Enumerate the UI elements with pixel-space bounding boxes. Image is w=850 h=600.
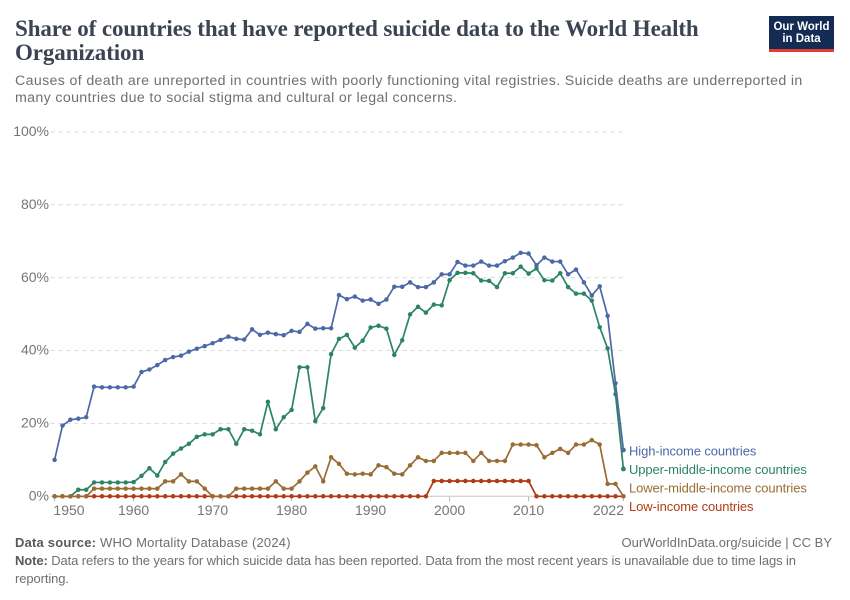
svg-text:2022: 2022 bbox=[593, 502, 624, 518]
svg-text:0%: 0% bbox=[29, 488, 49, 504]
svg-text:Upper-middle-income countries: Upper-middle-income countries bbox=[629, 462, 807, 477]
svg-text:1950: 1950 bbox=[53, 502, 84, 518]
svg-text:20%: 20% bbox=[21, 415, 49, 431]
svg-text:80%: 80% bbox=[21, 196, 49, 212]
svg-text:1970: 1970 bbox=[197, 502, 228, 518]
svg-text:High-income countries: High-income countries bbox=[629, 444, 757, 459]
svg-text:Lower-middle-income countries: Lower-middle-income countries bbox=[629, 480, 807, 495]
svg-text:2000: 2000 bbox=[434, 502, 465, 518]
svg-text:100%: 100% bbox=[13, 123, 49, 139]
svg-text:1980: 1980 bbox=[276, 502, 307, 518]
svg-text:Low-income countries: Low-income countries bbox=[629, 499, 754, 514]
svg-text:1990: 1990 bbox=[355, 502, 386, 518]
svg-text:2010: 2010 bbox=[513, 502, 544, 518]
svg-text:60%: 60% bbox=[21, 269, 49, 285]
svg-text:1960: 1960 bbox=[118, 502, 149, 518]
svg-text:40%: 40% bbox=[21, 342, 49, 358]
